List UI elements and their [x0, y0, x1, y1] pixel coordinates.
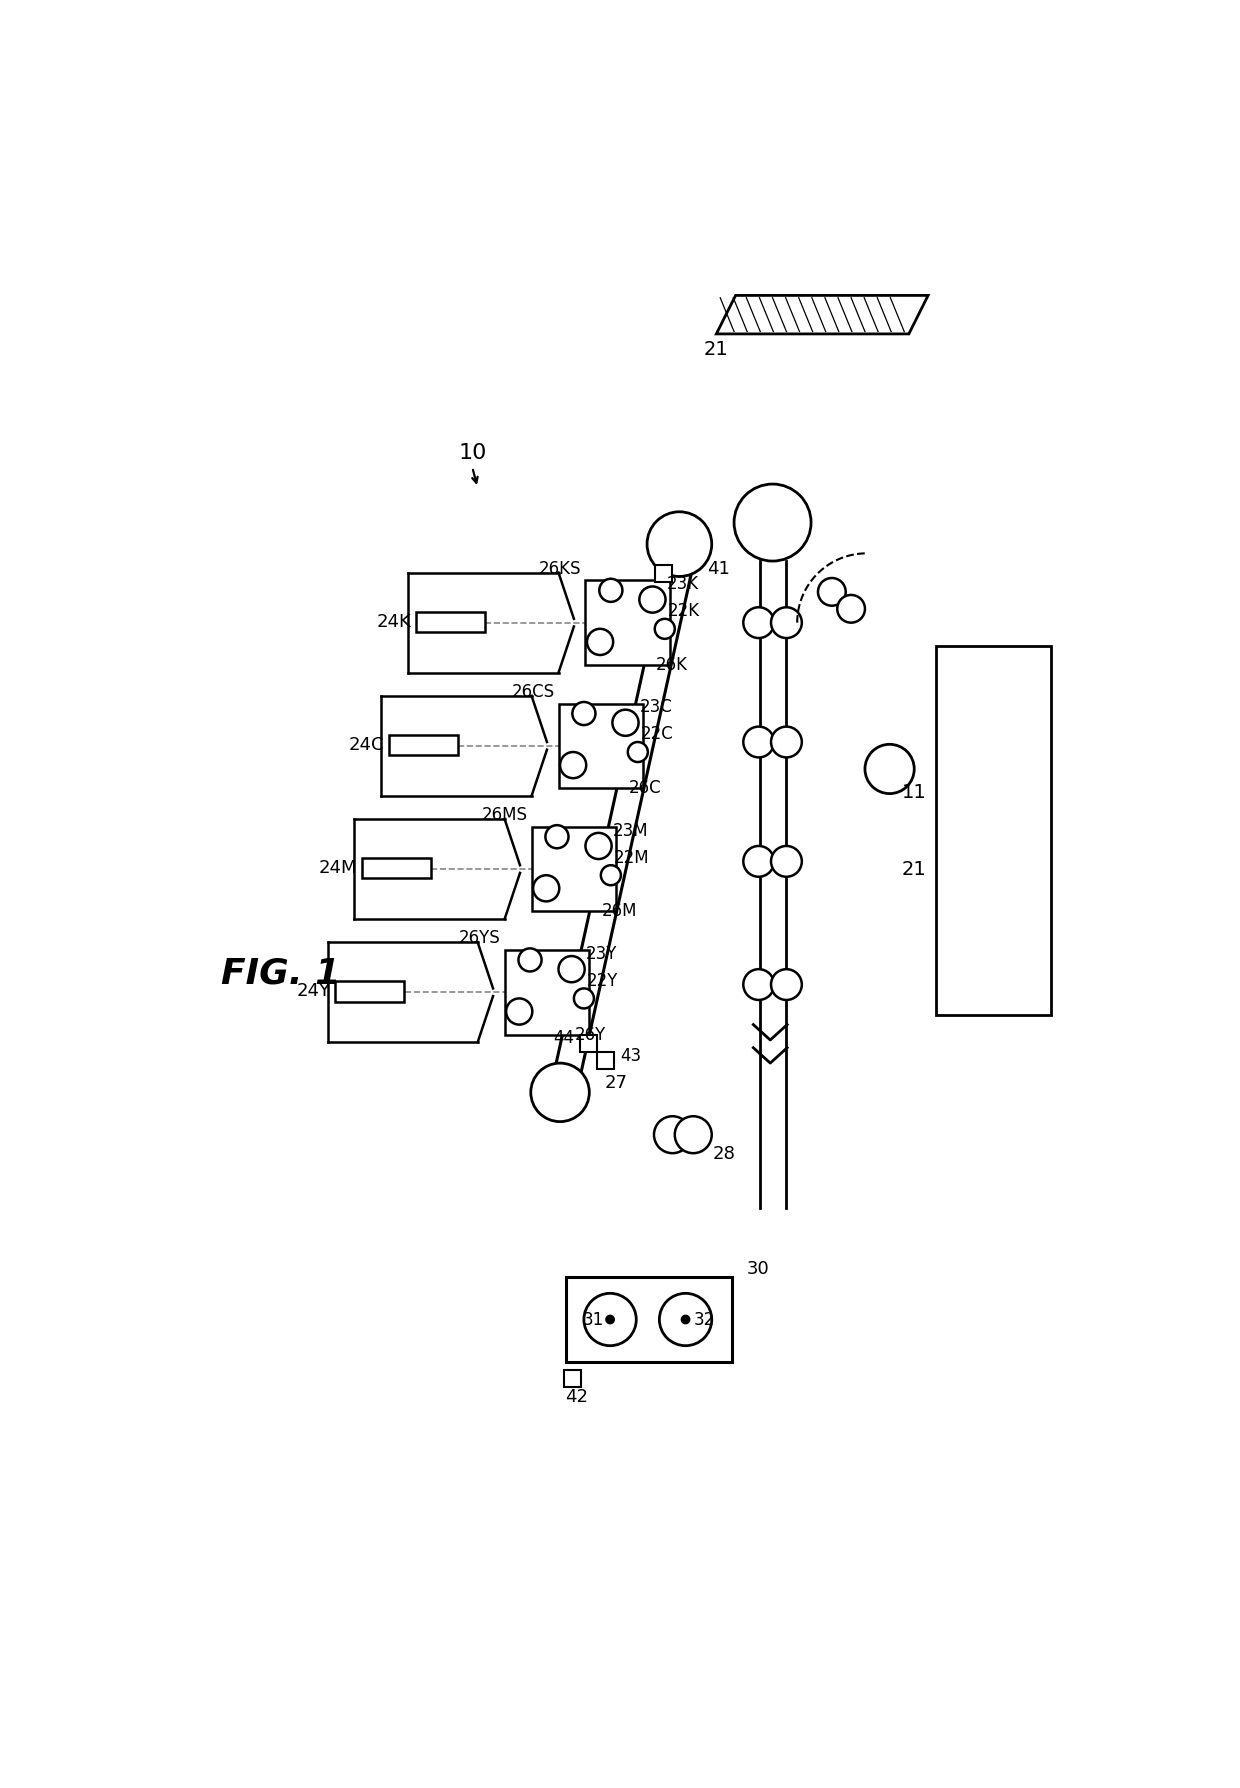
- Circle shape: [599, 579, 622, 603]
- Circle shape: [585, 833, 611, 858]
- Text: 26C: 26C: [629, 780, 661, 797]
- Bar: [362, 858, 432, 878]
- Circle shape: [743, 608, 774, 638]
- Circle shape: [584, 1293, 636, 1346]
- Text: 26MS: 26MS: [481, 806, 528, 824]
- Text: 23K: 23K: [666, 576, 698, 594]
- Circle shape: [647, 511, 712, 576]
- Circle shape: [866, 744, 914, 794]
- Text: 28: 28: [713, 1144, 735, 1162]
- Circle shape: [771, 726, 802, 758]
- Circle shape: [515, 960, 579, 1025]
- Circle shape: [837, 595, 866, 622]
- Circle shape: [640, 586, 666, 613]
- Text: 26CS: 26CS: [512, 683, 554, 701]
- Text: 27: 27: [605, 1075, 627, 1092]
- Text: 26Y: 26Y: [574, 1026, 606, 1044]
- Text: 21: 21: [901, 860, 926, 878]
- Text: 26M: 26M: [601, 903, 637, 921]
- Bar: [596, 1053, 614, 1069]
- Text: 11: 11: [901, 783, 926, 801]
- Text: 42: 42: [565, 1387, 589, 1405]
- Circle shape: [560, 753, 587, 778]
- Text: 22K: 22K: [668, 603, 699, 620]
- Circle shape: [596, 742, 605, 749]
- Text: 32: 32: [693, 1311, 714, 1328]
- Circle shape: [546, 826, 568, 848]
- Circle shape: [624, 619, 631, 626]
- Bar: [564, 1370, 580, 1386]
- Circle shape: [573, 703, 595, 726]
- Text: 43: 43: [620, 1048, 641, 1066]
- Circle shape: [506, 998, 532, 1025]
- Bar: [505, 949, 589, 1035]
- Text: 24K: 24K: [377, 613, 412, 631]
- Bar: [655, 565, 672, 581]
- Circle shape: [543, 989, 551, 996]
- Circle shape: [613, 710, 639, 737]
- Text: 23C: 23C: [640, 699, 672, 717]
- Circle shape: [660, 1293, 712, 1346]
- Circle shape: [627, 742, 647, 762]
- Text: 24C: 24C: [348, 737, 384, 755]
- Text: 41: 41: [707, 560, 730, 578]
- Circle shape: [531, 1064, 589, 1121]
- Circle shape: [771, 608, 802, 638]
- Text: 24Y: 24Y: [296, 982, 331, 1001]
- Circle shape: [743, 969, 774, 999]
- Bar: [936, 645, 1052, 1016]
- Circle shape: [606, 1316, 614, 1323]
- Circle shape: [533, 874, 559, 901]
- Circle shape: [587, 629, 613, 654]
- Circle shape: [675, 1116, 712, 1153]
- Text: 31: 31: [583, 1311, 604, 1328]
- Circle shape: [570, 865, 578, 873]
- Circle shape: [771, 846, 802, 876]
- Text: 26YS: 26YS: [459, 930, 501, 948]
- Circle shape: [595, 590, 660, 654]
- Polygon shape: [717, 295, 928, 334]
- Bar: [417, 611, 485, 631]
- Text: 22C: 22C: [641, 726, 673, 744]
- Circle shape: [682, 1316, 689, 1323]
- Circle shape: [542, 837, 606, 901]
- Bar: [580, 1035, 596, 1051]
- Bar: [389, 735, 459, 755]
- Text: 23M: 23M: [613, 821, 649, 840]
- Text: FIG. 1: FIG. 1: [221, 957, 341, 991]
- Circle shape: [574, 989, 594, 1008]
- Circle shape: [771, 969, 802, 999]
- Bar: [567, 1277, 732, 1362]
- Circle shape: [734, 485, 811, 561]
- Text: 26KS: 26KS: [539, 560, 582, 578]
- Circle shape: [518, 948, 542, 971]
- Circle shape: [743, 726, 774, 758]
- Text: 23Y: 23Y: [585, 944, 616, 962]
- Text: 44: 44: [553, 1030, 574, 1048]
- Circle shape: [601, 865, 621, 885]
- Bar: [558, 703, 644, 789]
- Text: 22M: 22M: [614, 849, 650, 867]
- Bar: [585, 581, 670, 665]
- Circle shape: [653, 1116, 691, 1153]
- Bar: [532, 826, 616, 912]
- Text: 21: 21: [703, 340, 728, 359]
- Text: 10: 10: [459, 443, 487, 463]
- Circle shape: [558, 957, 585, 982]
- Circle shape: [568, 713, 634, 778]
- Circle shape: [655, 619, 675, 638]
- Text: 24M: 24M: [319, 860, 357, 878]
- Text: 26K: 26K: [656, 656, 687, 674]
- Circle shape: [743, 846, 774, 876]
- Bar: [335, 982, 404, 1001]
- Text: 30: 30: [748, 1261, 770, 1278]
- Text: 22Y: 22Y: [587, 971, 619, 991]
- Circle shape: [818, 578, 846, 606]
